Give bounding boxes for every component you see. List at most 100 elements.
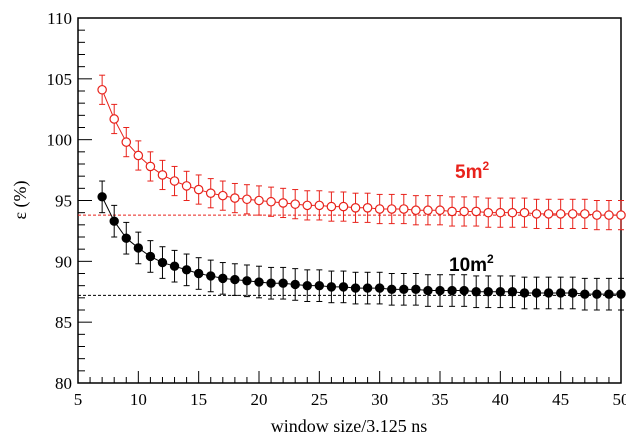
- series-1: [97, 180, 626, 311]
- data-point: [616, 210, 626, 220]
- y-tick-label: 100: [47, 131, 73, 150]
- data-point: [447, 206, 457, 217]
- series-label-5m2: 5m2: [455, 159, 489, 183]
- svg-text:10m2: 10m2: [449, 252, 494, 276]
- data-point: [206, 271, 216, 281]
- y-tick-label: 90: [55, 252, 72, 271]
- data-point: [314, 280, 325, 291]
- x-tick-label: 25: [311, 390, 328, 409]
- data-point: [459, 285, 469, 296]
- data-point: [109, 216, 119, 226]
- data-point: [254, 277, 264, 287]
- x-tick-label: 15: [190, 390, 207, 409]
- data-point: [399, 284, 409, 295]
- y-tick-label: 80: [55, 374, 72, 393]
- data-point: [230, 274, 240, 285]
- reference-lines: [78, 214, 621, 296]
- data-point: [145, 161, 156, 172]
- x-tick-label: 30: [371, 390, 388, 409]
- data-point: [495, 287, 506, 297]
- data-point: [109, 114, 119, 124]
- data-point: [568, 288, 578, 298]
- series-line-0: [101, 89, 621, 216]
- data-point: [362, 203, 373, 213]
- series-label-5m2-name: 5m: [455, 162, 482, 183]
- data-point: [374, 204, 385, 214]
- data-point: [616, 289, 626, 299]
- series-0: [97, 74, 626, 231]
- data-point: [97, 192, 107, 202]
- data-point: [567, 209, 578, 219]
- data-point: [435, 205, 445, 216]
- plot-frame: [77, 17, 622, 384]
- data-point: [145, 251, 156, 262]
- svg-text:5m2: 5m2: [455, 159, 489, 183]
- data-point: [411, 284, 421, 295]
- data-point: [519, 288, 530, 298]
- data-point: [507, 287, 518, 297]
- data-point: [543, 209, 554, 219]
- data-point: [314, 200, 325, 211]
- data-point: [326, 201, 337, 212]
- x-tick-label: 50: [613, 390, 626, 409]
- data-point: [133, 150, 144, 161]
- data-point: [579, 209, 590, 219]
- series-layer: [97, 74, 626, 311]
- y-tick-label: 95: [55, 192, 72, 211]
- data-point: [531, 288, 542, 298]
- data-point: [435, 285, 445, 296]
- data-point: [447, 285, 457, 296]
- data-point: [580, 289, 590, 299]
- series-label-10m2-name: 10m: [449, 255, 487, 276]
- x-tick-label: 20: [251, 390, 268, 409]
- data-point: [495, 207, 506, 218]
- data-point: [471, 287, 481, 297]
- data-point: [423, 205, 433, 216]
- data-point: [483, 207, 494, 218]
- data-point: [181, 181, 192, 191]
- data-point: [386, 204, 397, 214]
- data-point: [362, 283, 373, 293]
- data-point: [169, 176, 180, 186]
- data-point: [97, 84, 107, 95]
- data-point: [350, 283, 361, 293]
- data-point: [157, 257, 168, 268]
- data-point: [181, 265, 192, 275]
- series-label-10m2-sup: 2: [487, 252, 494, 266]
- data-point: [423, 285, 433, 296]
- data-point: [350, 203, 361, 213]
- series-label-5m2-sup: 2: [482, 159, 489, 173]
- data-point: [483, 287, 493, 297]
- data-point: [555, 288, 566, 298]
- x-tick-label: 40: [492, 390, 509, 409]
- data-point: [290, 199, 300, 209]
- data-point: [398, 204, 409, 214]
- series-line-1: [101, 196, 621, 295]
- data-point: [193, 268, 204, 279]
- data-point: [157, 170, 168, 180]
- data-point: [338, 201, 349, 212]
- data-point: [471, 206, 481, 217]
- data-point: [242, 276, 252, 286]
- y-tick-label: 85: [55, 313, 72, 332]
- x-tick-label: 45: [552, 390, 569, 409]
- x-tick-label: 5: [74, 390, 83, 409]
- data-point: [302, 280, 312, 291]
- axes-layer: 5 10 15 20 25 30 35 40 45 50 80 85 90 95 100 105 110: [47, 9, 626, 409]
- y-tick-label: 110: [47, 9, 72, 28]
- data-point: [266, 278, 276, 288]
- data-point: [411, 205, 421, 216]
- data-point: [290, 279, 300, 290]
- data-point: [278, 198, 288, 208]
- data-point: [507, 207, 518, 218]
- data-point: [193, 184, 204, 195]
- data-point: [121, 137, 132, 147]
- data-point: [218, 273, 228, 284]
- data-point: [592, 210, 602, 220]
- x-axis-title: window size/3.125 ns: [271, 416, 428, 436]
- data-point: [519, 207, 530, 218]
- data-point: [242, 194, 252, 205]
- data-point: [543, 288, 554, 298]
- x-tick-label: 35: [432, 390, 449, 409]
